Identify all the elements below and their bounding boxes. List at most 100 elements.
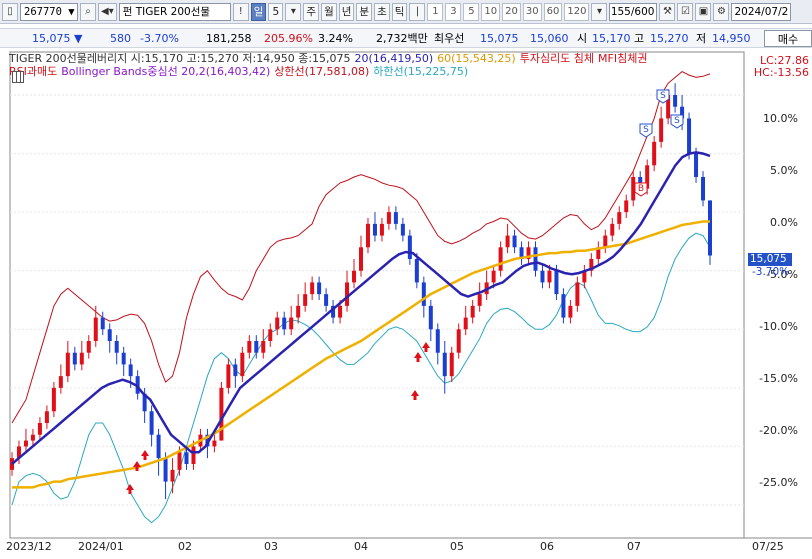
candle-body — [694, 153, 699, 177]
candle-body — [247, 341, 252, 353]
period-value[interactable]: 5 — [268, 2, 284, 21]
period-week[interactable]: 주 — [303, 2, 320, 21]
candle-body — [79, 352, 84, 365]
sell-signal-badge-icon — [639, 123, 653, 138]
candle-body — [240, 352, 245, 377]
best-ask: 15,075 — [480, 31, 519, 45]
candle-body — [428, 305, 433, 330]
candle-body — [435, 329, 440, 353]
legend-bb-low: 하한선(15,225,75) — [373, 65, 469, 78]
period-minute[interactable]: 분 — [356, 2, 373, 21]
save-icon[interactable]: ▣ — [695, 2, 712, 21]
sell-signal-badge-icon — [670, 114, 684, 129]
more-dropdown-icon[interactable]: ▾ — [591, 2, 608, 21]
dropdown-icon[interactable]: ▾ — [285, 2, 302, 21]
candle-body — [582, 270, 587, 283]
candle-body — [65, 352, 70, 377]
sound-icon[interactable]: ◀▾ — [98, 2, 117, 21]
candle-body — [512, 235, 517, 248]
quote-bar: 15,075 ▼ 580 -3.70% 181,258 205.96% 3.24… — [0, 28, 812, 48]
legend-ma60: 60(15,543,25) — [437, 52, 516, 65]
candle-body — [463, 317, 468, 330]
candle-body — [449, 352, 454, 377]
interval-5[interactable]: 5 — [463, 2, 480, 21]
period-month[interactable]: 월 — [321, 2, 337, 21]
candle-body — [114, 341, 119, 353]
best-bid: 15,060 — [530, 31, 569, 45]
candle-body — [359, 247, 363, 271]
name-field[interactable]: 펀 TIGER 200선물 — [118, 2, 231, 21]
candle-body — [219, 387, 224, 441]
interval-20[interactable]: 20 — [502, 2, 521, 21]
candle-body — [624, 200, 629, 213]
candle-body — [44, 411, 49, 423]
candle-body — [491, 270, 496, 283]
candle-body — [666, 95, 671, 119]
candle-body — [23, 440, 28, 447]
interval-1[interactable]: 1 — [427, 2, 444, 21]
interval-10[interactable]: 10 — [481, 2, 501, 21]
count-field[interactable]: 155/600 — [609, 2, 658, 21]
candle-body — [603, 235, 608, 248]
ma20-line — [11, 151, 711, 465]
candle-body — [37, 423, 42, 435]
settings-icon[interactable]: ⚙ — [713, 2, 730, 21]
date-label-jun: 06 — [540, 540, 554, 553]
sell-signal-letter: S — [674, 116, 680, 126]
ma60-line — [12, 220, 710, 489]
candle-body — [372, 223, 377, 236]
count-total: /600 — [630, 5, 655, 18]
candle-body — [303, 294, 308, 306]
warning-icon[interactable]: ! — [232, 2, 249, 21]
candle-body — [631, 177, 636, 201]
volume: 181,258 — [206, 31, 252, 45]
period-year[interactable]: 년 — [338, 2, 355, 21]
candle-body — [414, 259, 419, 283]
interval-120[interactable]: 120 — [564, 2, 590, 21]
candle-body — [51, 387, 56, 412]
candle-body — [407, 235, 412, 259]
date-label-apr: 04 — [354, 540, 368, 553]
date-field[interactable]: 2024/07/2 — [731, 2, 792, 21]
candle-body — [568, 305, 573, 318]
candle-body — [254, 341, 259, 353]
y-label-5: 5.0% — [770, 164, 798, 177]
candle-body — [596, 247, 601, 259]
trade-amount: 2,732백만 — [376, 32, 428, 45]
grid-icon[interactable] — [12, 71, 24, 83]
candle-body — [554, 270, 559, 295]
high-price: 15,270 — [650, 31, 689, 45]
interval-60[interactable]: 60 — [543, 2, 563, 21]
period-tick[interactable]: 틱 — [391, 2, 408, 21]
interval-30[interactable]: 30 — [522, 2, 542, 21]
candle-body — [212, 440, 217, 447]
name-prefix: 펀 — [122, 6, 133, 18]
candle-body — [386, 212, 391, 224]
period-second[interactable]: 초 — [374, 2, 390, 21]
candle-body — [652, 141, 657, 166]
period-day[interactable]: 일 — [250, 2, 267, 21]
candle-body — [547, 270, 552, 283]
y-label-m25: -25.0% — [759, 476, 798, 489]
code-input[interactable]: 267770 ▼ — [20, 2, 78, 21]
candle-body — [708, 200, 712, 256]
chart-tools-icon[interactable]: ⚒ — [659, 2, 676, 21]
buy-signal-arrow-icon — [126, 484, 134, 494]
bollinger-upper-line — [11, 71, 711, 424]
checkbox-icon[interactable]: ☑ — [677, 2, 694, 21]
candle-body — [365, 223, 370, 248]
panel-toggle-icon[interactable]: ▯ — [2, 2, 18, 21]
candle-body — [310, 282, 315, 295]
candle-body — [477, 294, 482, 306]
y-label-m15: -15.0% — [759, 372, 798, 385]
legend-mfi: MFI침체권 — [598, 52, 648, 65]
buy-signal-arrow-icon — [422, 342, 430, 352]
candle-body — [121, 352, 126, 365]
candle-body — [149, 411, 154, 435]
candle-body — [331, 305, 336, 318]
search-icon[interactable]: ⌕ — [80, 2, 96, 21]
volume-ratio: 205.96% — [264, 31, 313, 45]
candle-body — [561, 294, 566, 318]
interval-3[interactable]: 3 — [445, 2, 462, 21]
